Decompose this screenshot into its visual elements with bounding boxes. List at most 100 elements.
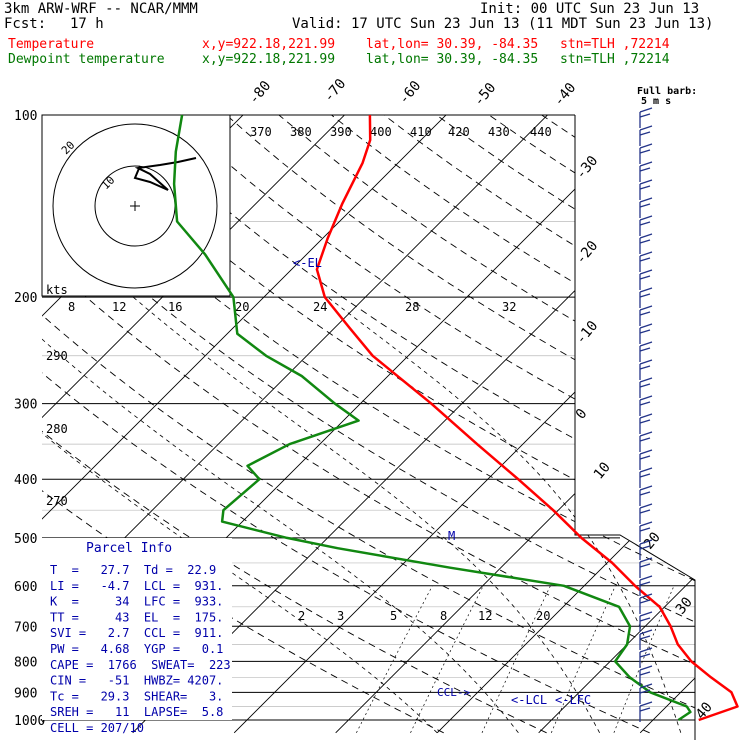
isotherm-line xyxy=(42,115,373,734)
hodograph-ring-outer xyxy=(52,123,218,289)
speed-label: 20 xyxy=(235,300,249,314)
wind-barb-flag xyxy=(639,617,651,622)
pressure-tick-label: 400 xyxy=(14,473,37,488)
pressure-tick-label: 200 xyxy=(14,291,37,306)
wind-barb-flag xyxy=(639,629,653,635)
wind-barb-flag xyxy=(639,107,653,113)
mixing-ratio-label: 8 xyxy=(440,609,447,623)
isotherm-line xyxy=(436,115,695,734)
theta-label: 410 xyxy=(410,125,432,139)
wind-barb-flag xyxy=(639,689,651,694)
wind-barb-flag xyxy=(639,287,653,293)
isotherm-label: -70 xyxy=(321,76,350,106)
fcst-label: Fcst: xyxy=(4,16,47,32)
legend-entry-station: stn=TLH ,72214 xyxy=(560,52,670,67)
isotherm-label: -10 xyxy=(573,318,602,348)
mixing-ratio-line xyxy=(613,585,675,733)
lcl-label: <-LCL xyxy=(511,693,547,707)
dry-adiabat-line xyxy=(593,115,695,734)
dry-adiabat-line xyxy=(226,115,695,734)
wind-barb-flag xyxy=(639,185,651,190)
theta-side-label: 280 xyxy=(46,422,68,436)
pressure-tick-label: 300 xyxy=(14,398,37,413)
isotherm-label: -20 xyxy=(573,238,602,268)
wind-barb-flag xyxy=(639,437,651,442)
isotherm-label: -50 xyxy=(471,80,500,110)
wind-barb-flag xyxy=(639,509,651,514)
wind-barb-flag xyxy=(639,395,653,401)
wind-barb-flag xyxy=(639,431,653,437)
wind-barb-flag xyxy=(639,545,651,550)
pressure-tick-label: 800 xyxy=(14,655,37,670)
dry-adiabat-line xyxy=(42,115,547,734)
speed-label: 16 xyxy=(168,300,182,314)
isotherm-label: -30 xyxy=(573,153,602,183)
wind-barb-flag xyxy=(639,239,651,244)
dewpoint-curve xyxy=(172,114,692,722)
pressure-tick-label: 1000 xyxy=(14,714,45,729)
speed-label: 8 xyxy=(68,300,75,314)
legend-entry-xy: x,y=922.18,221.99 xyxy=(202,52,335,67)
el-label: <-EL xyxy=(293,256,322,270)
wind-barb-flag xyxy=(639,413,653,419)
legend-entry-latlon: lat,lon= 30.39, -84.35 xyxy=(366,52,538,67)
wind-barb-flag xyxy=(639,383,651,388)
wind-barb-flag xyxy=(639,701,653,707)
pressure-tick-label: 900 xyxy=(14,686,37,701)
wind-barb-flag xyxy=(639,707,651,712)
mixing-ratio-label: 12 xyxy=(478,609,492,623)
wind-barb-flag xyxy=(639,557,653,563)
legend-entry-name: Temperature xyxy=(8,37,94,52)
ccl-label: CCL-> xyxy=(437,686,470,699)
parcel-row: PW = 4.68 YGP = 0.1 xyxy=(50,642,223,656)
parcel-row: CAPE = 1766 SWEAT= 223 xyxy=(50,658,231,672)
theta-label: 420 xyxy=(448,125,470,139)
theta-label: 370 xyxy=(250,125,272,139)
plot-frame xyxy=(574,115,696,740)
wind-barb-flag xyxy=(639,251,653,257)
speed-label: 32 xyxy=(502,300,516,314)
moist-adiabat-line xyxy=(327,296,682,733)
wind-barb-flag xyxy=(639,323,653,329)
wind-barb-flag xyxy=(639,527,651,532)
dry-adiabat-line xyxy=(42,115,695,734)
wind-barb-flag xyxy=(639,221,651,226)
theta-side-label: 270 xyxy=(46,494,68,508)
isotherm-line xyxy=(639,115,695,734)
legend-entry-latlon: lat,lon= 30.39, -84.35 xyxy=(366,37,538,52)
isotherm-label: -60 xyxy=(396,78,425,108)
wind-barb-flag xyxy=(639,341,653,347)
dry-adiabat-line xyxy=(488,115,695,734)
mixing-ratio-line xyxy=(550,585,616,733)
wind-barb-flag xyxy=(639,653,651,658)
parcel-row: CELL = 207/10 xyxy=(50,721,144,735)
inset-unit-label: kts xyxy=(46,283,68,297)
wind-barb-flag xyxy=(639,503,653,509)
wind-barb-flag xyxy=(639,113,651,118)
full-barb-label: Full barb: xyxy=(637,86,697,97)
theta-label: 430 xyxy=(488,125,510,139)
wind-barb-flag xyxy=(639,467,653,473)
dry-adiabat-line xyxy=(42,115,695,734)
wind-barb-flag xyxy=(639,449,653,455)
wind-barb-flag xyxy=(639,233,653,239)
dry-adiabat-line xyxy=(541,115,695,734)
parcel-row: CIN = -51 HWBZ= 4207. xyxy=(50,674,223,688)
wind-barb-flag xyxy=(639,131,651,136)
parcel-row: SREH = 11 LAPSE= 5.8 xyxy=(50,705,223,719)
isotherm-label: 30 xyxy=(673,594,696,617)
isotherm-line xyxy=(233,115,695,734)
isotherm-label: 10 xyxy=(591,459,614,482)
wind-barb-flag xyxy=(639,599,651,604)
dry-adiabat-line xyxy=(42,115,695,734)
wind-barb-flag xyxy=(639,485,653,491)
moist-adiabat-line xyxy=(132,296,600,733)
m-label: M xyxy=(448,529,455,543)
theta-label: 390 xyxy=(330,125,352,139)
wind-barb-flag xyxy=(639,311,651,316)
wind-barb-flag xyxy=(639,683,653,689)
wind-barb-flag xyxy=(639,563,651,568)
wind-barb-flag xyxy=(639,203,651,208)
wind-barb-flag xyxy=(639,275,651,280)
parcel-box-bg xyxy=(42,538,232,720)
